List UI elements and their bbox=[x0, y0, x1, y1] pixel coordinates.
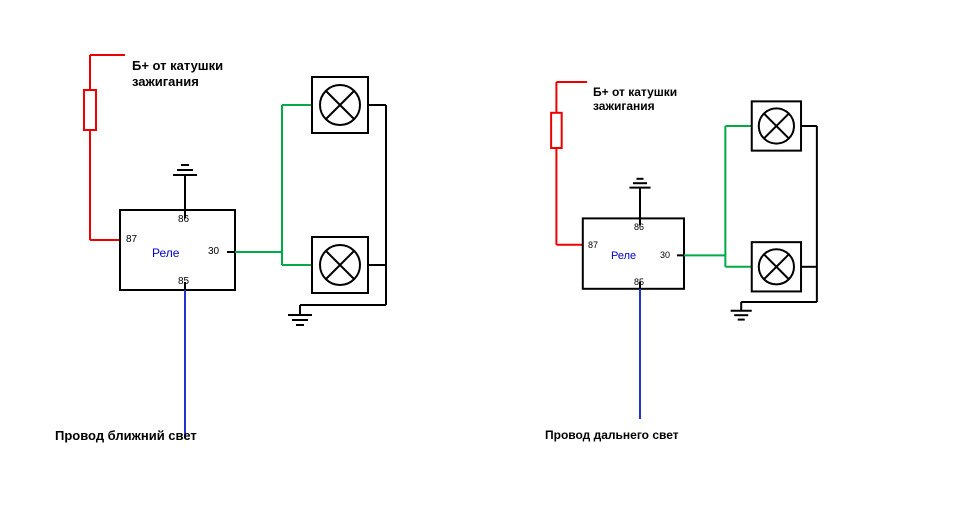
source-label-right-line2: зажигания bbox=[593, 99, 655, 113]
wiring-svg-left bbox=[60, 30, 390, 450]
pin-86-right: 86 bbox=[634, 222, 644, 232]
source-label-right-line1: Б+ от катушки bbox=[593, 85, 677, 99]
pin-85-right: 85 bbox=[634, 277, 644, 287]
pin-85-left: 85 bbox=[178, 276, 189, 287]
pin-30-right: 30 bbox=[660, 250, 670, 260]
pin-86-left: 86 bbox=[178, 214, 189, 225]
relay-label-right: Реле bbox=[611, 250, 636, 262]
caption-low-beam: Провод ближний свет bbox=[55, 428, 197, 443]
circuit-low-beam: Б+ от катушки зажигания Реле 86 87 30 85 bbox=[60, 30, 390, 450]
wiring-svg-right bbox=[530, 60, 820, 430]
relay-label-left: Реле bbox=[152, 246, 179, 260]
caption-high-beam: Провод дальнего свет bbox=[545, 428, 679, 442]
source-label-left-line1: Б+ от катушки bbox=[132, 58, 223, 73]
source-label-left-line2: зажигания bbox=[132, 74, 199, 89]
pin-30-left: 30 bbox=[208, 246, 219, 257]
pin-87-right: 87 bbox=[588, 240, 598, 250]
pin-87-left: 87 bbox=[126, 234, 137, 245]
circuit-high-beam: Б+ от катушки зажигания Реле 86 87 30 85 bbox=[530, 60, 820, 430]
